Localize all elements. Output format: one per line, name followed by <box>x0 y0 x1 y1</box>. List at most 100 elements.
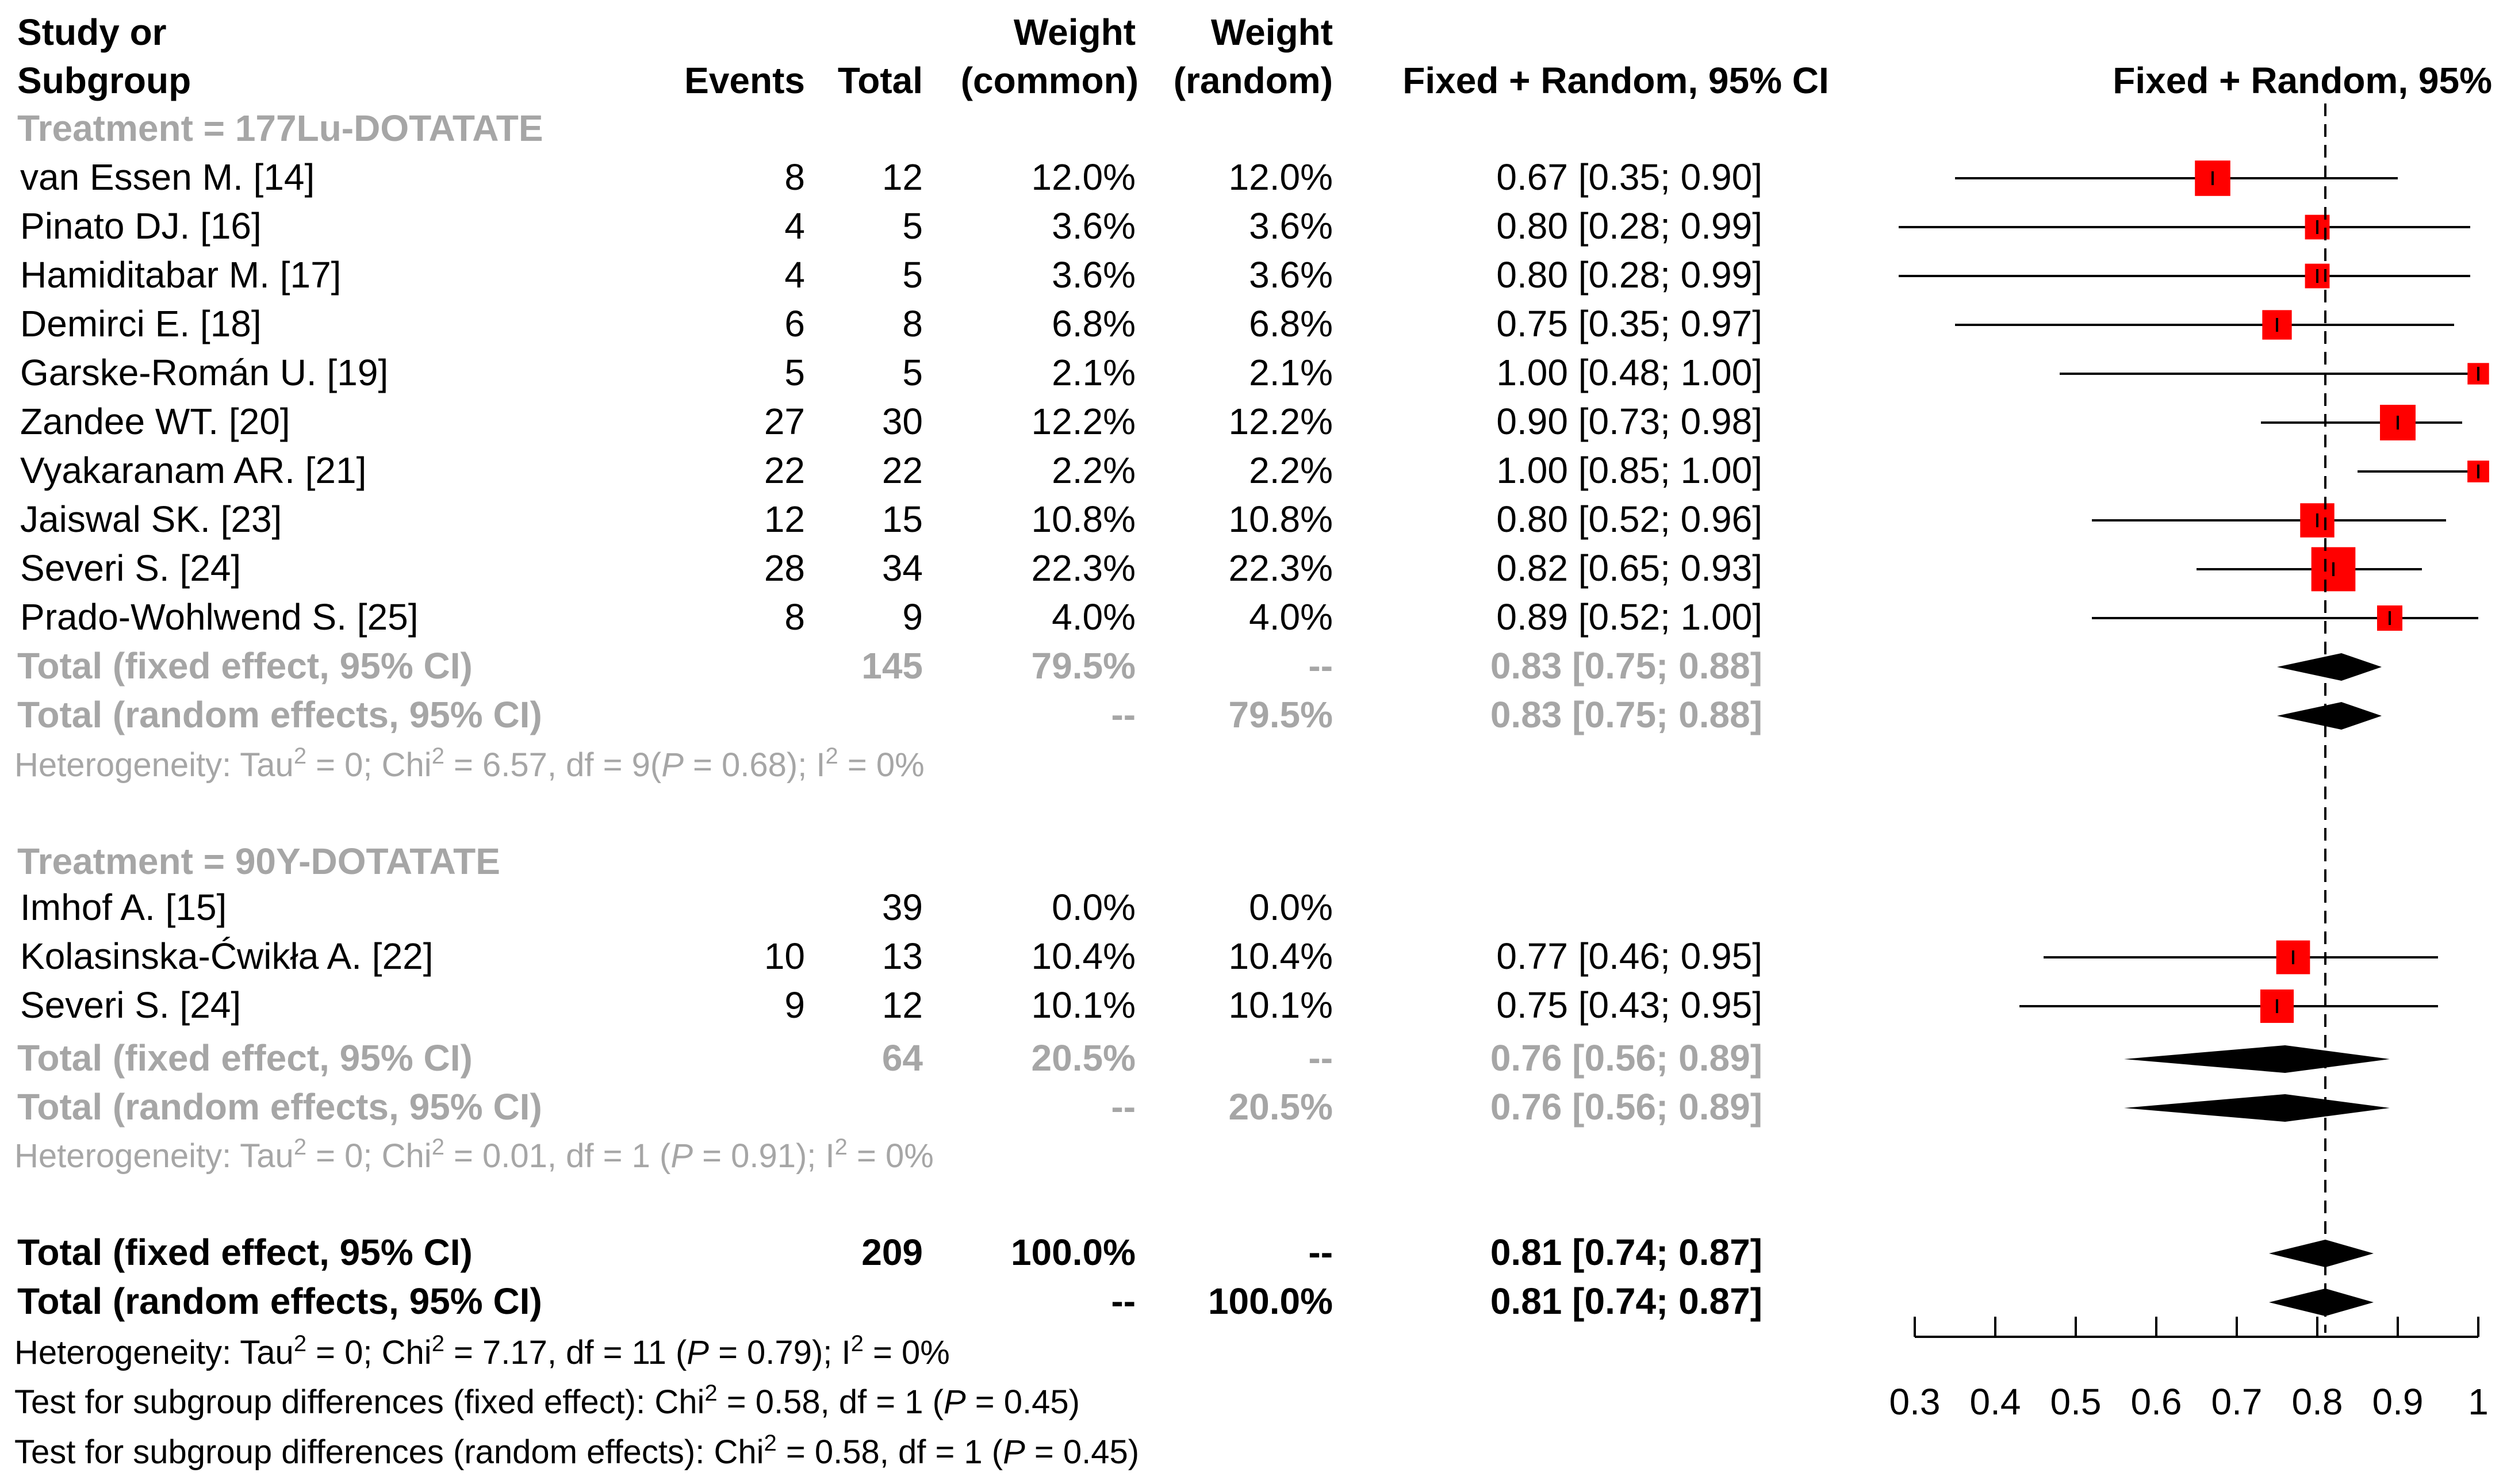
weight-common-value: 10.4% <box>1032 935 1136 977</box>
x-tick-label: 0.5 <box>2050 1381 2102 1422</box>
header-study-line1: Study or <box>17 11 167 53</box>
events-value: 6 <box>784 303 805 344</box>
weight-random-total: -- <box>1308 1037 1333 1079</box>
subgroup-test-fixed: Test for subgroup differences (fixed eff… <box>14 1381 1080 1421</box>
weight-random-value: 3.6% <box>1249 205 1333 247</box>
study-name: Imhof A. [15] <box>20 887 227 928</box>
x-tick-label: 0.8 <box>2292 1381 2343 1422</box>
study-name: Prado-Wohlwend S. [25] <box>20 596 419 638</box>
subgroup-label: Treatment = 177Lu-DOTATATE <box>17 108 543 149</box>
weight-random-value: 10.4% <box>1229 935 1333 977</box>
events-value: 8 <box>784 596 805 638</box>
weight-random-value: 22.3% <box>1229 547 1333 589</box>
x-tick-label: 0.4 <box>1970 1381 2021 1422</box>
events-value: 4 <box>784 205 805 247</box>
study-name: van Essen M. [14] <box>20 156 315 198</box>
ci-total-value: 0.81 [0.74; 0.87] <box>1490 1232 1762 1273</box>
study-name: Garske-Román U. [19] <box>20 352 388 393</box>
heterogeneity-text: Heterogeneity: Tau2 = 0; Chi2 = 6.57, df… <box>14 743 925 784</box>
weight-random-total: 20.5% <box>1229 1086 1333 1128</box>
total-value: 15 <box>882 498 923 540</box>
study-name: Hamiditabar M. [17] <box>20 254 341 296</box>
study-name: Severi S. [24] <box>20 984 241 1026</box>
total-random-label: Total (random effects, 95% CI) <box>17 1086 542 1128</box>
total-fixed-label: Total (fixed effect, 95% CI) <box>17 645 473 687</box>
ci-total-value: 0.81 [0.74; 0.87] <box>1490 1280 1762 1322</box>
total-value: 9 <box>902 596 923 638</box>
x-tick-label: 0.7 <box>2211 1381 2263 1422</box>
weight-random-value: 6.8% <box>1249 303 1333 344</box>
header-weight-random-line2: (random) <box>1174 60 1333 101</box>
total-random-label: Total (random effects, 95% CI) <box>17 694 542 735</box>
header-total: Total <box>838 60 923 101</box>
events-value: 8 <box>784 156 805 198</box>
events-value: 10 <box>764 935 805 977</box>
events-value: 4 <box>784 254 805 296</box>
ci-value: 0.80 [0.52; 0.96] <box>1496 498 1762 540</box>
weight-common-value: 3.6% <box>1052 254 1136 296</box>
summary-diamond <box>2124 1045 2390 1073</box>
heterogeneity-text: Heterogeneity: Tau2 = 0; Chi2 = 7.17, df… <box>14 1331 950 1371</box>
heterogeneity-text: Heterogeneity: Tau2 = 0; Chi2 = 0.01, df… <box>14 1134 934 1175</box>
ci-value: 0.75 [0.43; 0.95] <box>1496 984 1762 1026</box>
events-value: 5 <box>784 352 805 393</box>
total-value: 5 <box>902 254 923 296</box>
weight-random-total: -- <box>1308 1232 1333 1273</box>
header-study-line2: Subgroup <box>17 60 191 101</box>
total-value: 22 <box>882 450 923 491</box>
total-fixed-label: Total (fixed effect, 95% CI) <box>17 1037 473 1079</box>
ci-value: 0.90 [0.73; 0.98] <box>1496 401 1762 442</box>
weight-common-value: 3.6% <box>1052 205 1136 247</box>
ci-total-value: 0.83 [0.75; 0.88] <box>1490 694 1762 735</box>
weight-random-value: 12.2% <box>1229 401 1333 442</box>
events-value: 9 <box>784 984 805 1026</box>
weight-common-value: 10.1% <box>1032 984 1136 1026</box>
summary-diamond <box>2269 1240 2374 1267</box>
header-events: Events <box>684 60 805 101</box>
ci-value: 0.67 [0.35; 0.90] <box>1496 156 1762 198</box>
total-random-label: Total (random effects, 95% CI) <box>17 1280 542 1322</box>
total-sum-value: 209 <box>861 1232 923 1273</box>
total-value: 12 <box>882 156 923 198</box>
weight-common-value: 12.0% <box>1032 156 1136 198</box>
weight-common-total: 100.0% <box>1011 1232 1136 1273</box>
events-value: 12 <box>764 498 805 540</box>
weight-common-value: 2.1% <box>1052 352 1136 393</box>
ci-value: 0.80 [0.28; 0.99] <box>1496 254 1762 296</box>
total-fixed-label: Total (fixed effect, 95% CI) <box>17 1232 473 1273</box>
header-ci-plot: Fixed + Random, 95% CI <box>2113 60 2503 101</box>
subgroup-label: Treatment = 90Y-DOTATATE <box>17 841 500 882</box>
study-name: Severi S. [24] <box>20 547 241 589</box>
weight-random-value: 3.6% <box>1249 254 1333 296</box>
ci-value: 0.82 [0.65; 0.93] <box>1496 547 1762 589</box>
ci-value: 1.00 [0.85; 1.00] <box>1496 450 1762 491</box>
weight-random-value: 10.1% <box>1229 984 1333 1026</box>
total-sum-value: 64 <box>882 1037 923 1079</box>
weight-common-value: 6.8% <box>1052 303 1136 344</box>
total-value: 39 <box>882 887 923 928</box>
weight-random-total: 79.5% <box>1229 694 1333 735</box>
weight-common-value: 12.2% <box>1032 401 1136 442</box>
weight-common-value: 10.8% <box>1032 498 1136 540</box>
header-weight-random-line1: Weight <box>1211 11 1333 53</box>
ci-value: 1.00 [0.48; 1.00] <box>1496 352 1762 393</box>
events-value: 28 <box>764 547 805 589</box>
total-value: 34 <box>882 547 923 589</box>
table-rows: Treatment = 177Lu-DOTATATE van Essen M. [… <box>14 108 1762 1471</box>
summary-diamond <box>2277 653 2382 681</box>
study-name: Demirci E. [18] <box>20 303 262 344</box>
weight-random-value: 0.0% <box>1249 887 1333 928</box>
ci-value: 0.75 [0.35; 0.97] <box>1496 303 1762 344</box>
study-name: Pinato DJ. [16] <box>20 205 262 247</box>
total-value: 5 <box>902 205 923 247</box>
events-value: 22 <box>764 450 805 491</box>
ci-total-value: 0.76 [0.56; 0.89] <box>1490 1037 1762 1079</box>
weight-random-total: -- <box>1308 645 1333 687</box>
ci-total-value: 0.83 [0.75; 0.88] <box>1490 645 1762 687</box>
total-sum-value: -- <box>1111 694 1136 735</box>
weight-common-value: 0.0% <box>1052 887 1136 928</box>
ci-total-value: 0.76 [0.56; 0.89] <box>1490 1086 1762 1128</box>
x-tick-label: 1 <box>2468 1381 2489 1422</box>
summary-diamond <box>2277 702 2382 730</box>
